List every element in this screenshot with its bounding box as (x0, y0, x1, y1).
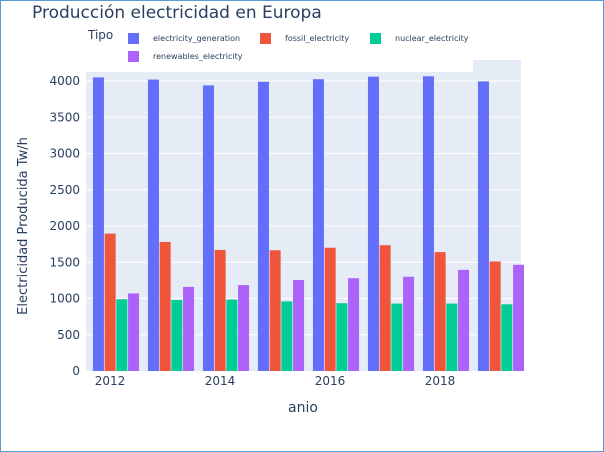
bar-renewables_electricity (293, 280, 305, 371)
y-tick-label: 3500 (49, 110, 80, 124)
legend-label: nuclear_electricity (395, 34, 469, 43)
y-axis-ticks: 0 500 1000 1500 2000 2500 3000 3500 4000 (49, 74, 80, 378)
bar-fossil_electricity (324, 247, 336, 371)
legend-swatch (128, 33, 139, 44)
legend-label: renewables_electricity (153, 52, 243, 61)
bar-renewables_electricity (458, 269, 470, 371)
legend-title: Tipo (87, 28, 113, 42)
bar-electricity_generation (367, 76, 379, 372)
bar-electricity_generation (147, 79, 159, 372)
x-tick-label: 2014 (205, 374, 236, 388)
y-tick-label: 1500 (49, 255, 80, 269)
y-axis-label: Electricidad Producida Tw/h (16, 137, 31, 315)
legend-background (76, 22, 473, 72)
bar-electricity_generation (202, 85, 214, 371)
legend-swatch (260, 33, 271, 44)
x-axis-label: anio (288, 400, 318, 416)
chart-title: Producción electricidad en Europa (32, 3, 322, 23)
bar-nuclear_electricity (281, 301, 293, 371)
bar-electricity_generation (257, 81, 269, 371)
bar-electricity_generation (477, 81, 489, 372)
bars (92, 76, 525, 372)
bar-nuclear_electricity (171, 299, 183, 371)
legend-label: fossil_electricity (285, 34, 349, 43)
bar-nuclear_electricity (446, 303, 458, 371)
x-tick-label: 2016 (315, 374, 346, 388)
y-tick-label: 0 (72, 364, 80, 378)
legend-swatch (370, 33, 381, 44)
bar-renewables_electricity (238, 285, 250, 371)
x-axis-ticks: 2012 2014 2016 2018 (95, 374, 456, 388)
bar-fossil_electricity (269, 250, 281, 371)
x-tick-label: 2018 (425, 374, 456, 388)
bar-fossil_electricity (434, 252, 446, 371)
legend-swatch (128, 51, 139, 62)
bar-fossil_electricity (104, 233, 116, 371)
y-tick-label: 2000 (49, 219, 80, 233)
bar-electricity_generation (92, 77, 104, 371)
bar-renewables_electricity (128, 293, 140, 371)
x-tick-label: 2012 (95, 374, 126, 388)
bar-nuclear_electricity (226, 299, 238, 371)
bar-electricity_generation (312, 79, 324, 371)
bar-renewables_electricity (183, 286, 195, 371)
bar-renewables_electricity (513, 264, 525, 371)
bar-fossil_electricity (379, 245, 391, 371)
bar-fossil_electricity (159, 241, 171, 371)
y-tick-label: 1000 (49, 292, 80, 306)
bar-renewables_electricity (348, 278, 360, 371)
legend: electricity_generation fossil_electricity… (128, 33, 469, 62)
bar-nuclear_electricity (336, 303, 348, 371)
bar-nuclear_electricity (116, 299, 128, 371)
bar-renewables_electricity (403, 276, 415, 371)
bar-nuclear_electricity (391, 303, 403, 371)
bar-fossil_electricity (214, 249, 226, 371)
y-tick-label: 2500 (49, 183, 80, 197)
legend-label: electricity_generation (153, 34, 240, 43)
y-tick-label: 4000 (49, 74, 80, 88)
bar-electricity_generation (422, 76, 434, 371)
y-tick-label: 500 (57, 328, 80, 342)
bar-nuclear_electricity (501, 304, 513, 371)
y-tick-label: 3000 (49, 147, 80, 161)
bar-fossil_electricity (489, 261, 501, 371)
